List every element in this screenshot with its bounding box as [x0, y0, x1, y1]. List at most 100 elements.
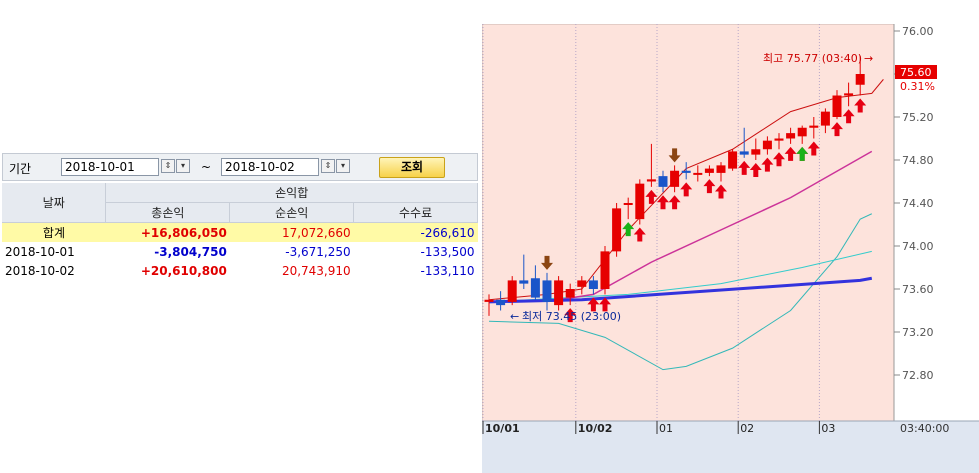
time-axis-background: [482, 421, 979, 473]
candle-body: [820, 111, 830, 126]
change-percent: 0.31%: [900, 80, 935, 93]
buy-signal-arrow-icon: [738, 160, 751, 175]
buy-signal-arrow-icon: [715, 184, 727, 199]
candle-body: [774, 138, 784, 141]
candle-body: [832, 95, 842, 117]
last-price-badge: [895, 65, 937, 79]
candle-body: [612, 208, 622, 252]
buy-signal-arrow-icon: [784, 146, 797, 161]
x-tick-label: 10/01: [485, 422, 520, 435]
range-tilde: ~: [201, 160, 212, 174]
candle-body: [635, 183, 645, 220]
axes: 76.00 75.60 75.20 74.80 74.40 74.00 73.60 73.20…: [482, 25, 934, 435]
candle-body: [600, 251, 610, 289]
last-price: 75.60: [900, 66, 932, 79]
header-pl-sum: 손익합: [105, 183, 478, 203]
row-fee: -133,500: [420, 244, 475, 259]
candle-body: [646, 179, 656, 182]
buy-signal-arrow-icon: [749, 163, 762, 177]
time-readout: 03:40:00: [900, 422, 949, 435]
header-gross: 총손익: [105, 202, 231, 223]
candle-body: [565, 289, 575, 298]
end-date-spinner[interactable]: ⇕: [321, 159, 335, 173]
table-row[interactable]: 2018-10-02 +20,610,800 20,743,910 -133,1…: [2, 261, 478, 280]
price-axis-background: [894, 24, 979, 421]
buy-signal-arrow-icon: [587, 297, 600, 312]
sell-signal-arrow-icon: [541, 255, 553, 270]
y-tick-label: 74.00: [902, 240, 934, 253]
header-fee: 수수료: [353, 202, 478, 223]
query-button[interactable]: 조회: [379, 157, 445, 178]
start-date-input[interactable]: 2018-10-01: [61, 158, 159, 176]
candle-body: [542, 280, 552, 302]
candle-body: [809, 125, 819, 128]
candle-body: [844, 93, 854, 96]
candlestick-chart[interactable]: 76.00 75.60 75.20 74.80 74.40 74.00 73.60 73.20…: [482, 24, 979, 473]
y-tick-label: 75.20: [902, 111, 934, 124]
end-date-input[interactable]: 2018-10-02: [221, 158, 319, 176]
header-net: 순손익: [229, 202, 355, 223]
candle-body: [786, 133, 796, 139]
candle-body: [658, 176, 668, 187]
row-net: -3,671,250: [285, 244, 351, 259]
high-arrow-icon: →: [864, 52, 873, 65]
period-label: 기간: [9, 162, 32, 176]
buy-signal-arrow-icon: [761, 157, 774, 172]
candles: [484, 55, 865, 316]
x-tick-label: 01: [659, 422, 673, 435]
y-tick-label: 76.00: [902, 25, 934, 38]
y-tick-label: 73.20: [902, 326, 934, 339]
signal-arrows: [541, 98, 867, 323]
y-tick-label: 73.60: [902, 283, 934, 296]
row-date: 2018-10-01: [5, 244, 75, 259]
buy-signal-arrow-icon: [668, 195, 681, 210]
buy-signal-arrow-icon: [633, 227, 646, 242]
header-date: 날짜: [2, 183, 107, 223]
summary-gross: +16,806,050: [105, 222, 230, 242]
high-annotation: 최고 75.77 (03:40): [763, 52, 862, 65]
pl-panel: 기간 2018-10-01 ⇕ ▾ ~ 2018-10-02 ⇕ ▾ 조회 날짜…: [2, 153, 478, 283]
buy-signal-arrow-icon: [773, 152, 785, 167]
buy-signal-arrow-icon: [599, 297, 611, 312]
lower-band-line: [488, 213, 873, 371]
buy-signal-arrow-icon: [854, 98, 867, 113]
y-tick-label: 74.80: [902, 154, 934, 167]
candle-body: [751, 149, 761, 155]
candle-body: [855, 74, 865, 85]
buy-signal-arrow-icon: [842, 109, 855, 124]
summary-row[interactable]: 합계 +16,806,050 17,072,660 -266,610: [2, 222, 478, 242]
low-arrow-icon: ←: [510, 310, 519, 323]
x-tick-label: 02: [740, 422, 754, 435]
candle-body: [797, 127, 807, 137]
annotations: 최고 75.77 (03:40) → ← 최저 73.45 (23:00) 75…: [510, 52, 949, 435]
candle-body: [577, 280, 587, 287]
summary-label: 합계: [2, 222, 106, 242]
buy-signal-arrow-icon: [807, 141, 820, 156]
filter-bar: 기간 2018-10-01 ⇕ ▾ ~ 2018-10-02 ⇕ ▾ 조회: [2, 153, 478, 181]
buy-signal-arrow-icon: [831, 122, 843, 137]
pl-table: 날짜 손익합 총손익 순손익 수수료 합계 +16,806,050 17,072…: [2, 183, 478, 280]
candle-body: [704, 168, 714, 173]
row-gross: -3,804,750: [154, 244, 227, 259]
buy-signal-arrow-icon: [645, 189, 658, 204]
candle-body: [507, 280, 517, 302]
buy-signal-arrow-icon: [703, 179, 716, 194]
candle-body: [739, 151, 749, 155]
low-annotation: 최저 73.45 (23:00): [522, 310, 621, 323]
start-date-spinner[interactable]: ⇕: [161, 159, 175, 173]
upper-band-line: [488, 79, 884, 301]
start-date-calendar-button[interactable]: ▾: [176, 159, 190, 173]
ma-short-line: [488, 276, 873, 304]
green-signal-arrow-icon: [622, 222, 635, 237]
y-tick-label: 74.40: [902, 197, 934, 210]
candle-body: [530, 278, 540, 298]
table-row[interactable]: 2018-10-01 -3,804,750 -3,671,250 -133,50…: [2, 242, 478, 261]
candle-body: [623, 203, 633, 205]
candle-body: [762, 140, 772, 150]
y-tick-label: 72.80: [902, 369, 934, 382]
row-date: 2018-10-02: [5, 263, 75, 278]
end-date-calendar-button[interactable]: ▾: [336, 159, 350, 173]
row-gross: +20,610,800: [140, 263, 227, 278]
buy-signal-arrow-icon: [564, 308, 577, 323]
buy-signal-arrow-icon: [657, 195, 669, 210]
